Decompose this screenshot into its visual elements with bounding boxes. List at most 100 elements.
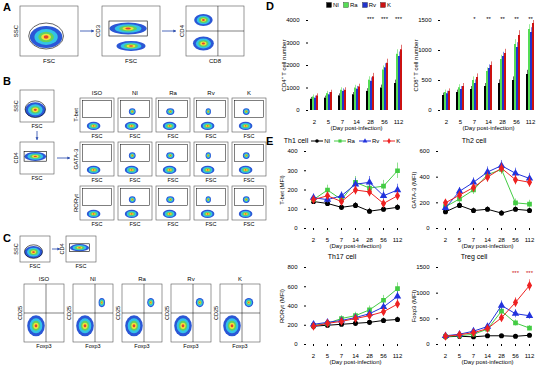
- svg-text:Foxp3: Foxp3: [183, 343, 198, 349]
- svg-text:A: A: [3, 1, 11, 13]
- svg-text:2: 2: [313, 119, 317, 125]
- svg-text:1500: 1500: [416, 264, 430, 270]
- svg-text:100: 100: [287, 206, 298, 212]
- svg-text:1000: 1000: [418, 47, 432, 53]
- svg-text:112: 112: [393, 237, 403, 243]
- svg-text:(Day post-infection): (Day post-infection): [461, 243, 513, 249]
- svg-text:SSC: SSC: [13, 243, 19, 254]
- svg-text:Foxp3: Foxp3: [36, 343, 51, 349]
- svg-text:***: ***: [512, 270, 520, 276]
- svg-text:B: B: [3, 75, 11, 87]
- svg-text:NI: NI: [90, 276, 96, 282]
- svg-text:(Day post-infection): (Day post-infection): [329, 243, 381, 249]
- svg-text:Rv: Rv: [207, 90, 214, 96]
- svg-text:0: 0: [294, 341, 298, 347]
- svg-text:FSC: FSC: [244, 177, 255, 183]
- svg-text:FSC: FSC: [168, 177, 179, 183]
- svg-text:(Day post-infection): (Day post-infection): [461, 359, 513, 365]
- svg-text:112: 112: [526, 119, 536, 125]
- svg-text:0: 0: [426, 225, 430, 231]
- svg-text:*: *: [473, 16, 476, 22]
- svg-text:FSC: FSC: [32, 123, 43, 129]
- svg-text:0: 0: [428, 107, 432, 113]
- svg-text:300: 300: [287, 168, 298, 174]
- svg-text:Foxp3 (MFI): Foxp3 (MFI): [411, 290, 417, 323]
- svg-text:FSC: FSC: [130, 177, 141, 183]
- svg-text:200: 200: [287, 187, 298, 193]
- svg-text:C: C: [3, 232, 11, 244]
- svg-text:***: ***: [395, 16, 403, 22]
- svg-text:FSC: FSC: [206, 221, 217, 227]
- svg-text:**: **: [500, 16, 505, 22]
- svg-text:4000: 4000: [286, 17, 300, 23]
- svg-text:FSC: FSC: [92, 221, 103, 227]
- svg-text:1000: 1000: [416, 290, 430, 296]
- svg-text:500: 500: [419, 316, 430, 322]
- svg-text:SSC: SSC: [13, 24, 19, 37]
- svg-text:NI: NI: [132, 90, 138, 96]
- svg-text:2: 2: [444, 353, 448, 359]
- svg-text:CD4: CD4: [179, 24, 185, 37]
- svg-text:CD8: CD8: [209, 58, 222, 64]
- svg-text:0: 0: [296, 107, 300, 113]
- svg-text:**: **: [486, 16, 491, 22]
- svg-text:200: 200: [419, 200, 430, 206]
- svg-text:CD25: CD25: [66, 306, 72, 320]
- svg-text:112: 112: [394, 119, 404, 125]
- svg-text:(Day post-infection): (Day post-infection): [329, 359, 381, 365]
- svg-text:2: 2: [312, 237, 316, 243]
- svg-text:***: ***: [367, 16, 375, 22]
- svg-text:SSC: SSC: [13, 100, 19, 111]
- svg-text:K: K: [238, 276, 242, 282]
- svg-text:FSC: FSC: [206, 177, 217, 183]
- svg-text:FSC: FSC: [168, 133, 179, 139]
- svg-text:1000: 1000: [286, 85, 300, 91]
- svg-text:**: **: [514, 16, 519, 22]
- svg-text:K: K: [247, 90, 251, 96]
- svg-text:FSC: FSC: [125, 58, 138, 64]
- svg-text:200: 200: [287, 322, 298, 328]
- svg-text:FSC: FSC: [206, 133, 217, 139]
- svg-text:FSC: FSC: [130, 133, 141, 139]
- svg-text:FSC: FSC: [30, 263, 41, 269]
- svg-text:FSC: FSC: [130, 221, 141, 227]
- svg-text:(Day post-infection): (Day post-infection): [330, 125, 382, 131]
- svg-text:***: ***: [526, 270, 534, 276]
- svg-text:800: 800: [287, 264, 298, 270]
- svg-text:Foxp3: Foxp3: [85, 343, 100, 349]
- svg-text:400: 400: [287, 303, 298, 309]
- svg-text:2: 2: [445, 119, 449, 125]
- svg-text:CD4: CD4: [13, 152, 19, 163]
- svg-text:Ra: Ra: [169, 90, 177, 96]
- svg-text:ISO: ISO: [92, 90, 103, 96]
- svg-text:CD25: CD25: [115, 306, 121, 320]
- svg-text:500: 500: [421, 77, 432, 83]
- svg-text:CD25: CD25: [213, 306, 219, 320]
- svg-text:400: 400: [287, 148, 298, 154]
- svg-text:Rv: Rv: [187, 276, 194, 282]
- svg-text:1500: 1500: [418, 17, 432, 23]
- svg-text:T-bet: T-bet: [73, 108, 79, 122]
- svg-text:Foxp3: Foxp3: [232, 343, 247, 349]
- svg-text:FSC: FSC: [244, 133, 255, 139]
- svg-text:FSC: FSC: [168, 221, 179, 227]
- svg-text:CD25: CD25: [164, 306, 170, 320]
- svg-text:Ra: Ra: [138, 276, 146, 282]
- svg-text:0: 0: [294, 225, 298, 231]
- svg-text:(Day post-infection): (Day post-infection): [462, 125, 514, 131]
- svg-text:0: 0: [426, 341, 430, 347]
- svg-text:2: 2: [444, 237, 448, 243]
- svg-text:112: 112: [393, 353, 403, 359]
- svg-text:ISO: ISO: [39, 276, 50, 282]
- svg-text:600: 600: [419, 148, 430, 154]
- svg-text:CD4⁺ T cell number: CD4⁺ T cell number: [281, 40, 287, 92]
- svg-text:FSC: FSC: [76, 263, 87, 269]
- svg-text:CD8⁺ T cell number: CD8⁺ T cell number: [413, 40, 419, 92]
- svg-text:CD25: CD25: [17, 306, 23, 320]
- svg-text:CD3: CD3: [95, 24, 101, 37]
- svg-text:GATA-3 (MFI): GATA-3 (MFI): [411, 172, 417, 209]
- svg-text:2000: 2000: [286, 62, 300, 68]
- svg-text:3000: 3000: [286, 40, 300, 46]
- svg-text:T-bet (MFI): T-bet (MFI): [279, 175, 285, 205]
- svg-text:112: 112: [525, 353, 535, 359]
